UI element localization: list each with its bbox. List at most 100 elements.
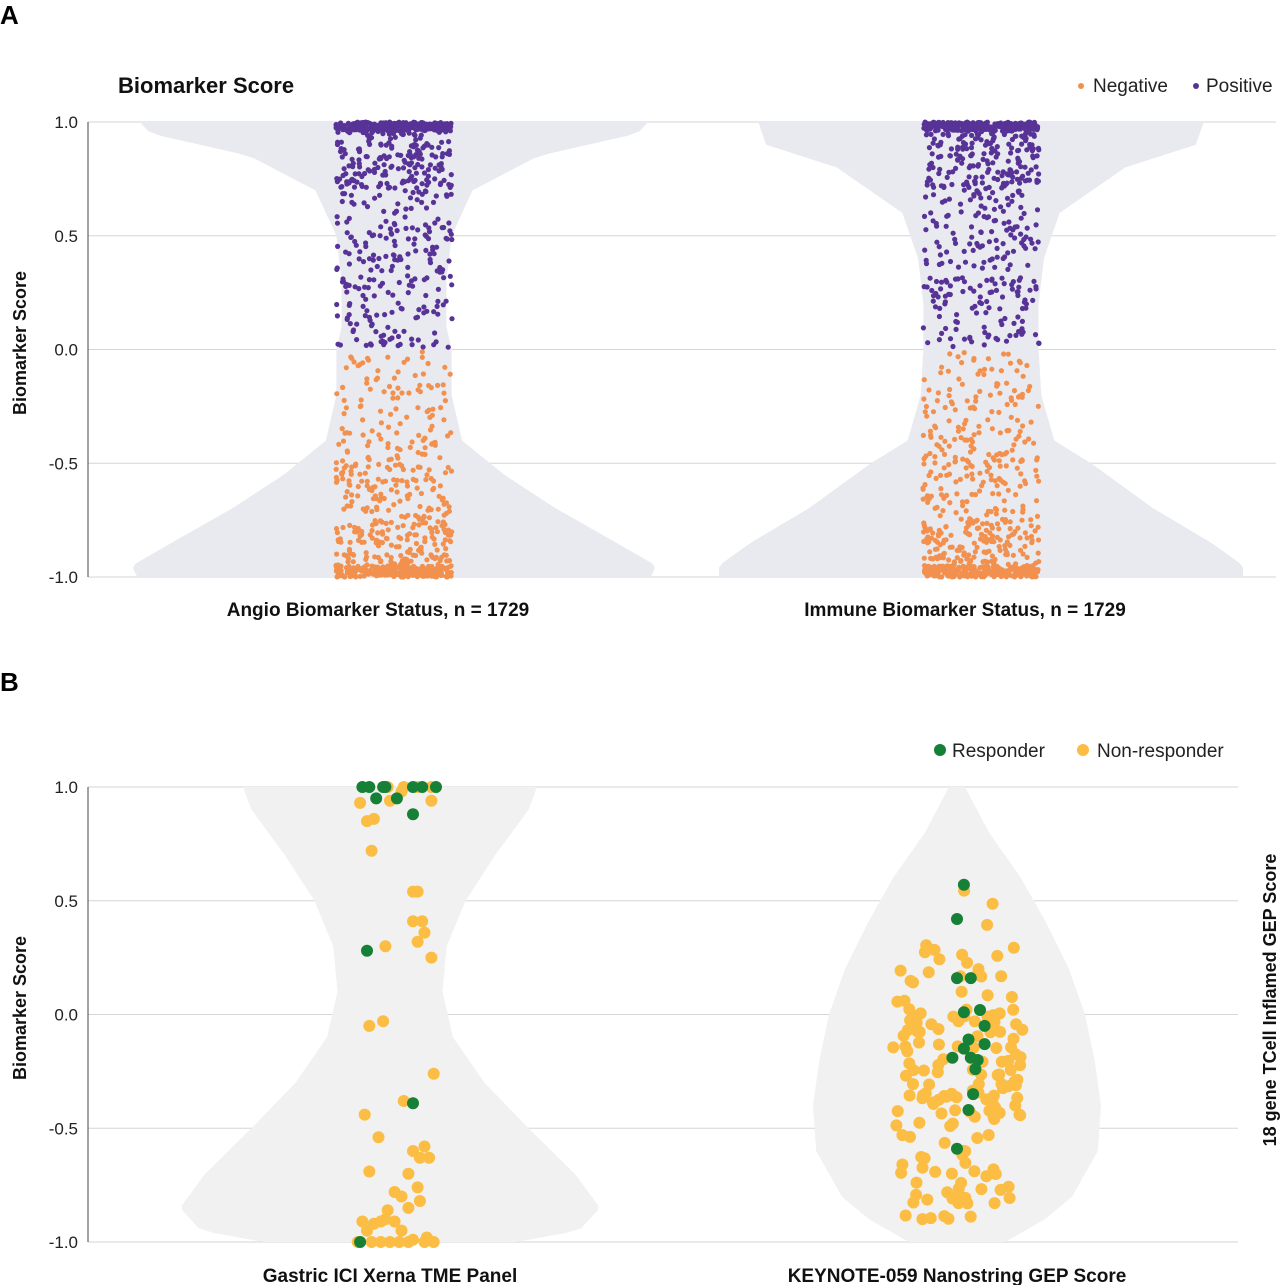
- panel-a-point-negative: [1009, 447, 1015, 453]
- panel-b-point-non-responder: [891, 995, 904, 1008]
- panel-a-point-negative: [1024, 535, 1030, 541]
- panel-a-point-negative: [981, 366, 988, 372]
- panel-a-point-positive: [439, 269, 445, 275]
- panel-a-point-positive: [379, 268, 385, 274]
- panel-b-point-responder: [971, 1054, 984, 1066]
- panel-b-point-non-responder: [896, 1129, 909, 1142]
- panel-a-point-negative: [994, 483, 1000, 489]
- panel-a-point-negative: [432, 541, 438, 548]
- panel-a-point-positive: [405, 264, 411, 270]
- panel-a-point-negative: [401, 359, 407, 365]
- panel-a-point-positive: [397, 254, 403, 260]
- panel-a-point-positive: [986, 239, 993, 245]
- panel-b-point-non-responder: [911, 1025, 924, 1038]
- panel-a-point-negative: [381, 495, 387, 502]
- panel-a-point-negative: [980, 479, 986, 485]
- panel-a-point-negative: [424, 557, 430, 563]
- panel-a-point-negative: [421, 514, 427, 520]
- panel-a-point-negative: [431, 485, 437, 491]
- panel-a-point-positive: [958, 209, 964, 215]
- panel-a-point-positive: [955, 144, 961, 150]
- panel-a-point-negative: [932, 454, 938, 460]
- panel-b-point-non-responder: [971, 1030, 984, 1043]
- panel-a-point-negative: [446, 504, 452, 510]
- panel-a-point-negative: [932, 460, 938, 466]
- panel-b-point-non-responder: [1011, 1073, 1024, 1086]
- panel-a-point-positive: [929, 151, 935, 157]
- panel-a-point-positive: [378, 333, 384, 339]
- panel-b-point-responder: [407, 781, 419, 793]
- panel-a-point-positive: [939, 260, 945, 266]
- panel-b-point-non-responder: [938, 1136, 951, 1149]
- panel-a-point-negative: [410, 570, 416, 576]
- panel-a-point-positive: [423, 233, 429, 239]
- panel-a-point-negative: [981, 371, 987, 378]
- panel-a-point-positive: [368, 323, 375, 329]
- panel-a-point-negative: [978, 531, 985, 537]
- panel-a-point-negative: [437, 483, 443, 489]
- panel-a-point-positive: [421, 170, 428, 176]
- panel-a-point-negative: [959, 360, 965, 366]
- panel-a-point-negative: [988, 509, 994, 515]
- panel-a-point-negative: [412, 532, 418, 538]
- panel-a-point-negative: [1035, 524, 1041, 530]
- panel-a-point-negative: [973, 398, 979, 404]
- panel-a-point-negative: [388, 554, 394, 561]
- panel-a-point-positive: [363, 296, 369, 302]
- panel-a-point-positive: [1010, 192, 1016, 198]
- panel-a-point-negative: [333, 479, 340, 485]
- panel-b-point-non-responder: [1014, 1059, 1027, 1072]
- panel-a-point-positive: [928, 210, 934, 216]
- panel-a-point-negative: [924, 413, 930, 419]
- panel-a-point-positive: [923, 194, 929, 200]
- panel-a-point-positive: [1009, 128, 1015, 134]
- panel-a-point-positive: [415, 227, 421, 233]
- panel-a-point-negative: [346, 481, 352, 487]
- panel-a-point-negative: [343, 405, 349, 411]
- panel-a-point-negative: [1017, 547, 1024, 553]
- panel-a-point-negative: [395, 395, 401, 401]
- panel-a-point-positive: [972, 136, 979, 142]
- panel-a-point-positive: [988, 124, 994, 130]
- panel-a-point-positive: [384, 180, 390, 187]
- panel-a-point-negative: [996, 458, 1002, 464]
- panel-a-point-positive: [989, 145, 995, 152]
- panel-a-point-positive: [405, 290, 411, 296]
- panel-a-point-negative: [346, 563, 352, 569]
- panel-a-point-positive: [974, 240, 980, 247]
- panel-a-point-negative: [347, 522, 353, 529]
- panel-a-point-positive: [395, 300, 401, 306]
- panel-b-point-non-responder: [932, 1038, 945, 1051]
- panel-b-point-non-responder: [891, 1105, 904, 1118]
- panel-a-point-positive: [1030, 297, 1036, 303]
- panel-a-point-negative: [427, 427, 434, 433]
- panel-a-point-negative: [933, 475, 939, 481]
- panel-a-point-positive: [1020, 173, 1026, 179]
- panel-a-point-positive: [356, 171, 362, 177]
- panel-a-point-positive: [1034, 207, 1041, 213]
- panel-a-point-negative: [1002, 507, 1008, 513]
- panel-a-point-positive: [421, 310, 427, 316]
- panel-b-point-non-responder: [388, 1186, 401, 1198]
- panel-b-point-non-responder: [993, 1068, 1006, 1081]
- panel-a-point-negative: [336, 568, 342, 574]
- panel-a-point-positive: [969, 132, 975, 138]
- panel-a-point-positive: [1007, 262, 1013, 268]
- panel-a-point-positive: [993, 237, 999, 243]
- panel-b-point-non-responder: [411, 1181, 424, 1194]
- panel-a-point-negative: [429, 534, 435, 540]
- panel-a-point-positive: [377, 192, 383, 198]
- panel-a-point-positive: [422, 188, 428, 194]
- panel-a-point-negative: [972, 549, 978, 555]
- panel-b-y-tick-label: 0.5: [54, 892, 78, 911]
- panel-a-point-negative: [1029, 564, 1035, 571]
- panel-a-point-positive: [381, 162, 387, 168]
- panel-a-point-positive: [377, 283, 383, 289]
- panel-b-point-non-responder: [923, 1078, 936, 1091]
- panel-a-point-negative: [1004, 380, 1010, 386]
- panel-b-point-non-responder: [903, 1089, 916, 1102]
- panel-a-point-positive: [443, 298, 449, 304]
- panel-a-point-positive: [371, 293, 377, 299]
- panel-a-point-negative: [415, 514, 421, 520]
- panel-a-point-positive: [412, 132, 418, 138]
